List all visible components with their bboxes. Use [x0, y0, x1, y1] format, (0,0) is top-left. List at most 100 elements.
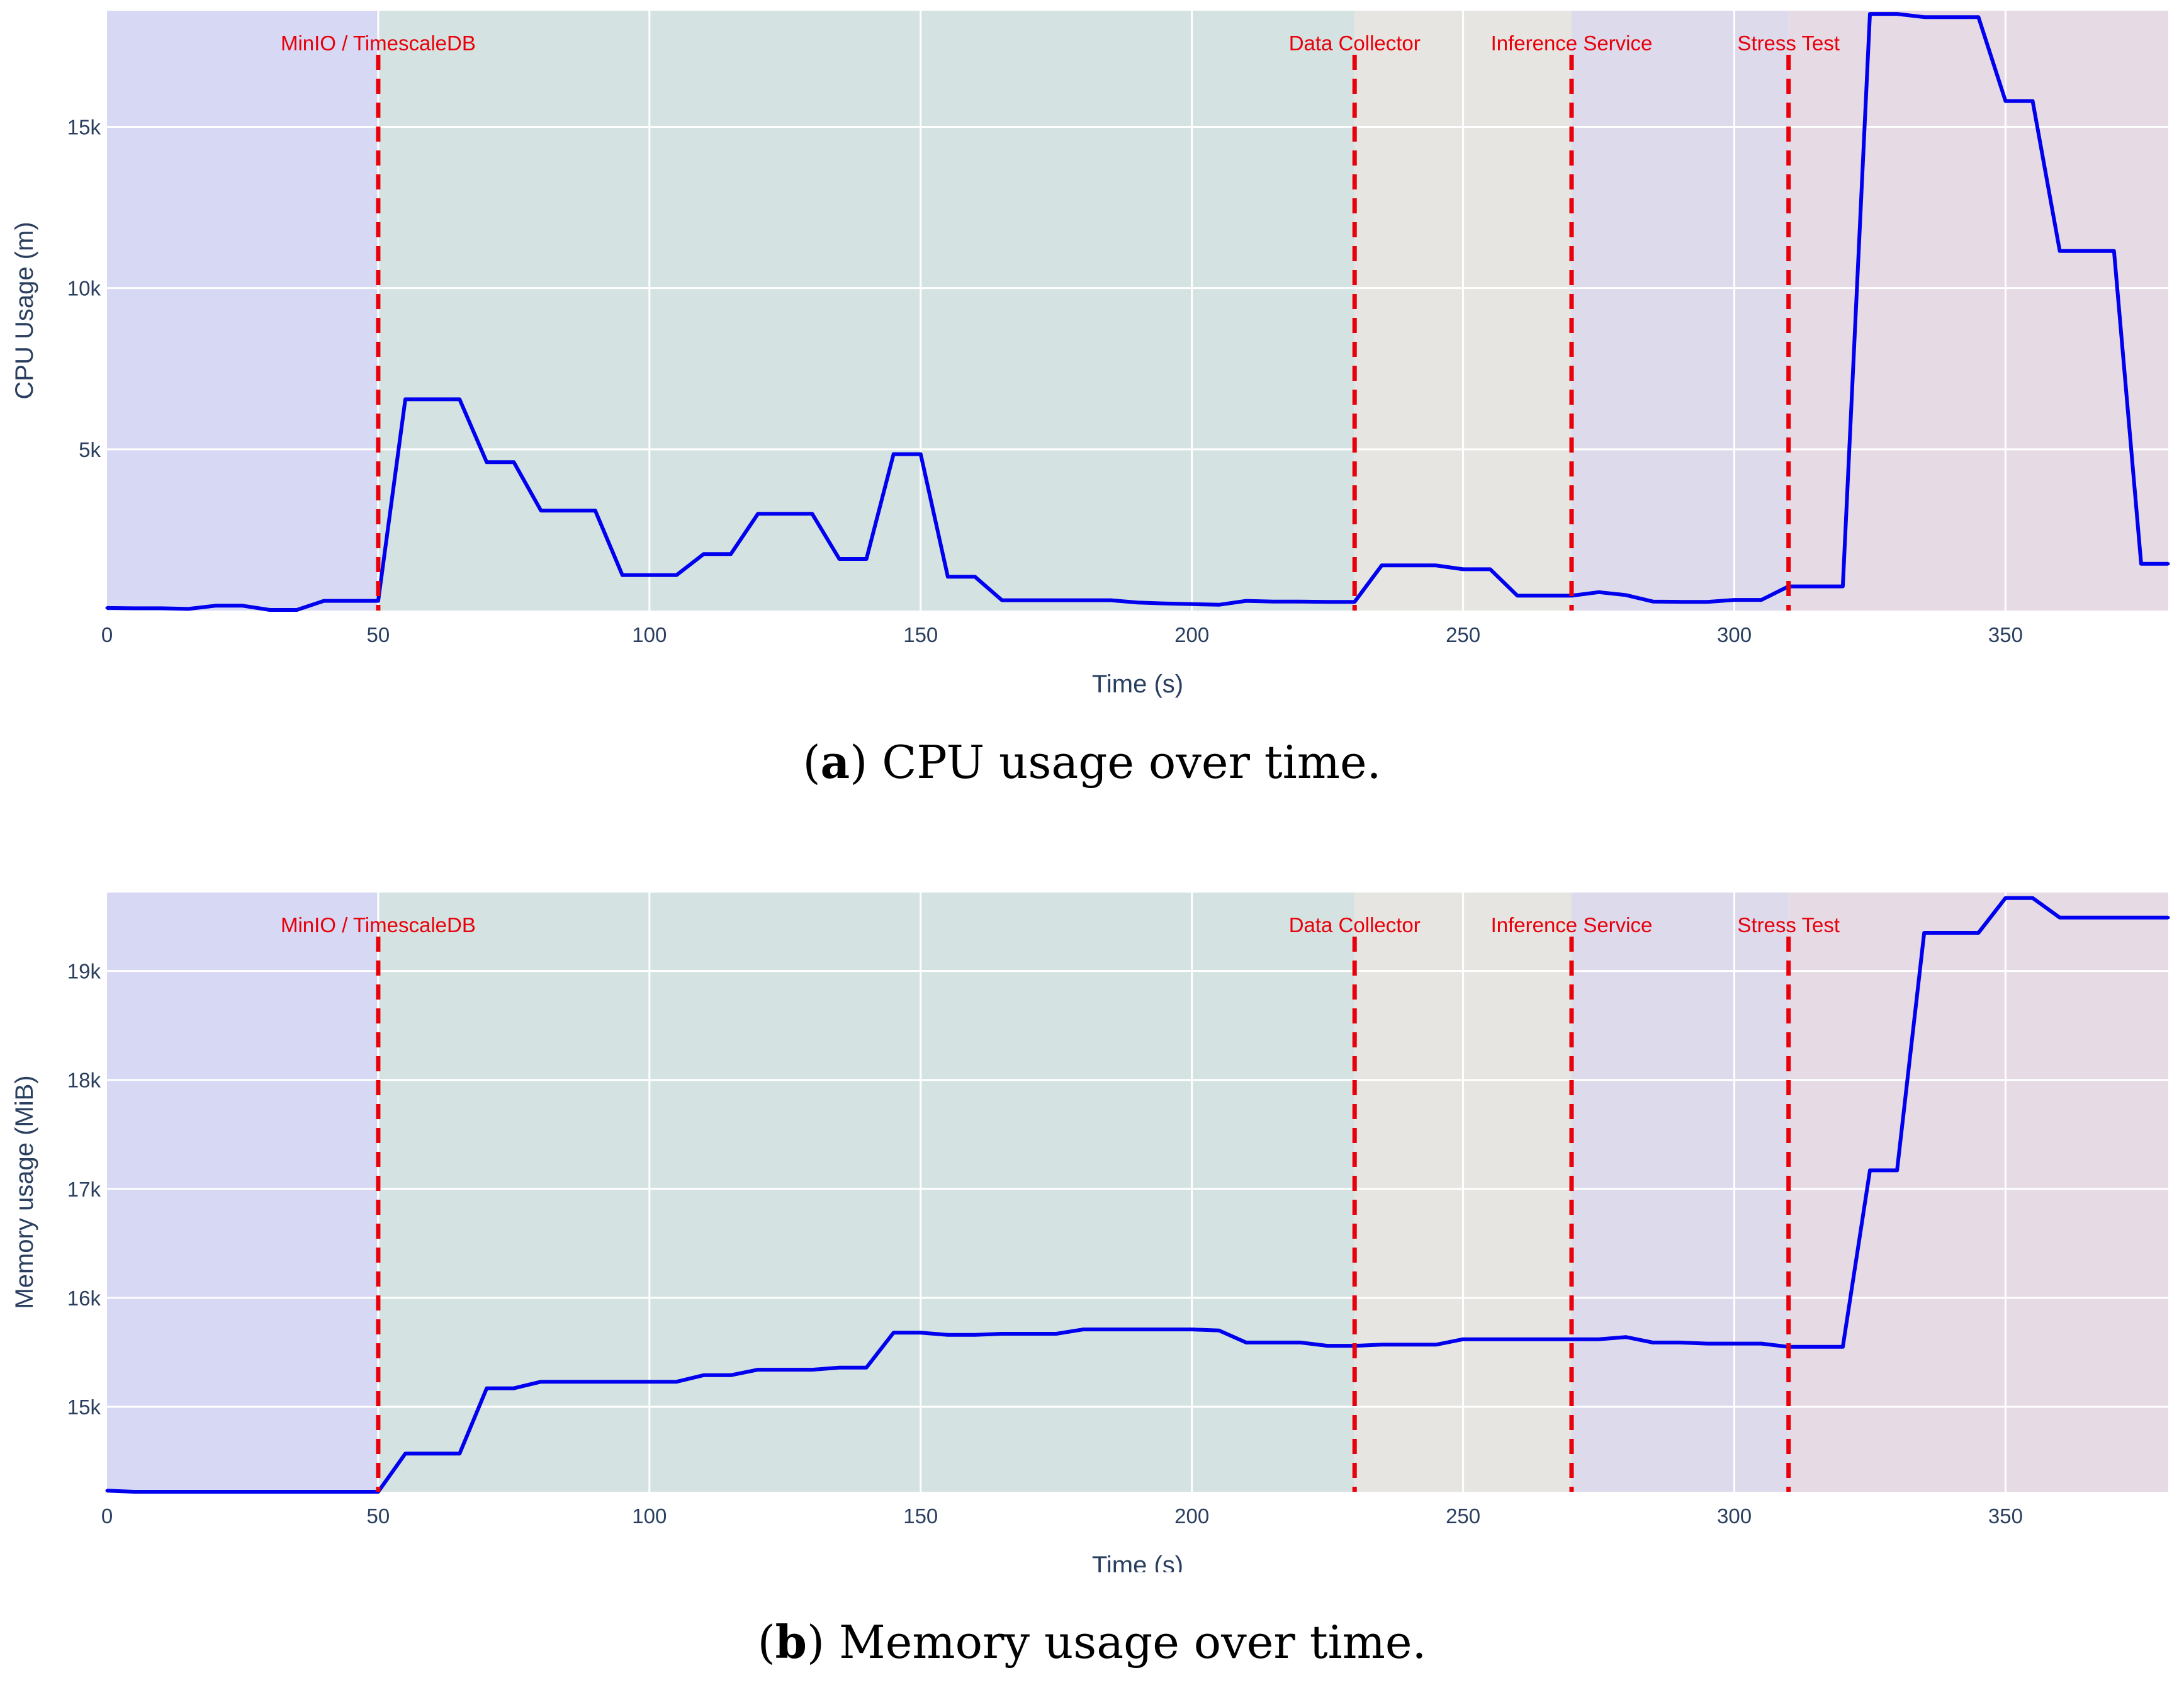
data-point [295, 608, 299, 612]
data-point [132, 1490, 136, 1494]
data-point [919, 1331, 923, 1334]
background-region-5 [1788, 11, 2168, 611]
data-point [1814, 585, 1818, 589]
data-point [240, 604, 244, 607]
data-point [1678, 1341, 1682, 1344]
data-point [1461, 1338, 1465, 1341]
data-point [1922, 931, 1926, 935]
background-region-1 [107, 11, 378, 611]
x-tick-label: 100 [632, 1504, 667, 1528]
data-point [594, 1380, 597, 1384]
data-point [1733, 598, 1737, 602]
data-point [2058, 916, 2062, 920]
data-point [783, 512, 787, 516]
data-point [1054, 1332, 1058, 1336]
data-point [2166, 916, 2170, 920]
data-point [2058, 249, 2062, 253]
memory-caption-letter: b [775, 1615, 807, 1669]
data-point [1081, 599, 1085, 602]
y-tick-label: 10k [67, 277, 101, 300]
data-point [1976, 931, 1980, 935]
data-point [2085, 249, 2089, 253]
y-tick-label: 17k [67, 1178, 101, 1201]
data-point [186, 1490, 190, 1494]
data-point [1217, 1329, 1221, 1333]
data-point [322, 599, 326, 603]
data-point [1027, 1332, 1031, 1336]
data-point [837, 557, 841, 561]
data-point [1434, 1343, 1438, 1346]
data-point [1298, 1341, 1302, 1344]
data-point [1244, 599, 1248, 603]
data-point [729, 552, 733, 556]
data-point [1624, 593, 1628, 597]
data-point [648, 1380, 651, 1384]
event-label: Stress Test [1737, 31, 1840, 55]
data-point [1217, 603, 1221, 607]
data-point [1271, 600, 1275, 604]
data-point [2003, 896, 2007, 900]
data-point [268, 608, 272, 612]
x-tick-label: 300 [1717, 1504, 1752, 1528]
data-point [2166, 562, 2170, 566]
data-point [1651, 1341, 1655, 1344]
data-point [295, 1490, 299, 1494]
data-point [1190, 1327, 1194, 1331]
data-point [1976, 15, 1980, 19]
data-point [1814, 1345, 1818, 1349]
event-label: Inference Service [1491, 913, 1653, 937]
data-point [1922, 15, 1926, 19]
data-point [485, 460, 488, 464]
data-point [892, 453, 896, 456]
y-tick-label: 19k [67, 960, 101, 983]
data-point [1380, 563, 1383, 567]
data-point [1326, 600, 1329, 604]
x-tick-label: 300 [1717, 623, 1752, 646]
background-region-4 [1571, 893, 1789, 1492]
data-point [1000, 1332, 1004, 1336]
data-point [1081, 1327, 1085, 1331]
background-region-2 [378, 893, 1355, 1492]
y-tick-label: 5k [79, 438, 101, 461]
data-point [539, 509, 543, 512]
x-tick-label: 150 [903, 1504, 938, 1528]
data-point [594, 509, 597, 512]
data-point [240, 1490, 244, 1494]
data-point [458, 397, 461, 401]
data-point [1054, 599, 1058, 602]
data-point [865, 1366, 869, 1370]
data-point [512, 460, 515, 464]
data-point [1705, 600, 1709, 604]
data-point [1624, 1335, 1628, 1339]
x-axis-title: Time (s) [1092, 1552, 1183, 1572]
background-region-2 [378, 11, 1355, 611]
data-point [1136, 600, 1139, 604]
data-point [1027, 599, 1031, 602]
x-tick-label: 50 [367, 623, 390, 646]
data-point [1190, 602, 1194, 606]
data-point [946, 575, 950, 578]
data-point [2003, 99, 2007, 103]
data-point [1705, 1342, 1709, 1346]
data-point [1489, 567, 1492, 571]
event-label: Inference Service [1491, 31, 1653, 55]
data-point [2139, 916, 2143, 920]
data-point [1326, 1344, 1329, 1348]
event-label: Data Collector [1289, 913, 1421, 937]
background-region-5 [1788, 893, 2168, 1492]
data-point [2112, 916, 2116, 920]
data-point [1516, 594, 1519, 597]
x-tick-label: 200 [1174, 623, 1209, 646]
data-point [105, 1489, 109, 1492]
background-region-1 [107, 893, 378, 1492]
data-point [675, 573, 678, 577]
data-point [1543, 1338, 1546, 1341]
data-point [159, 606, 163, 610]
data-point [1434, 563, 1438, 567]
data-point [1353, 600, 1356, 604]
data-point [159, 1490, 163, 1494]
data-point [213, 604, 217, 607]
data-point [2112, 249, 2116, 253]
memory-usage-panel: 0 50 100 150 200 250 300 350 15k 16k 17k 18k 19k MinI… [0, 842, 2184, 1685]
data-point [1461, 567, 1465, 571]
